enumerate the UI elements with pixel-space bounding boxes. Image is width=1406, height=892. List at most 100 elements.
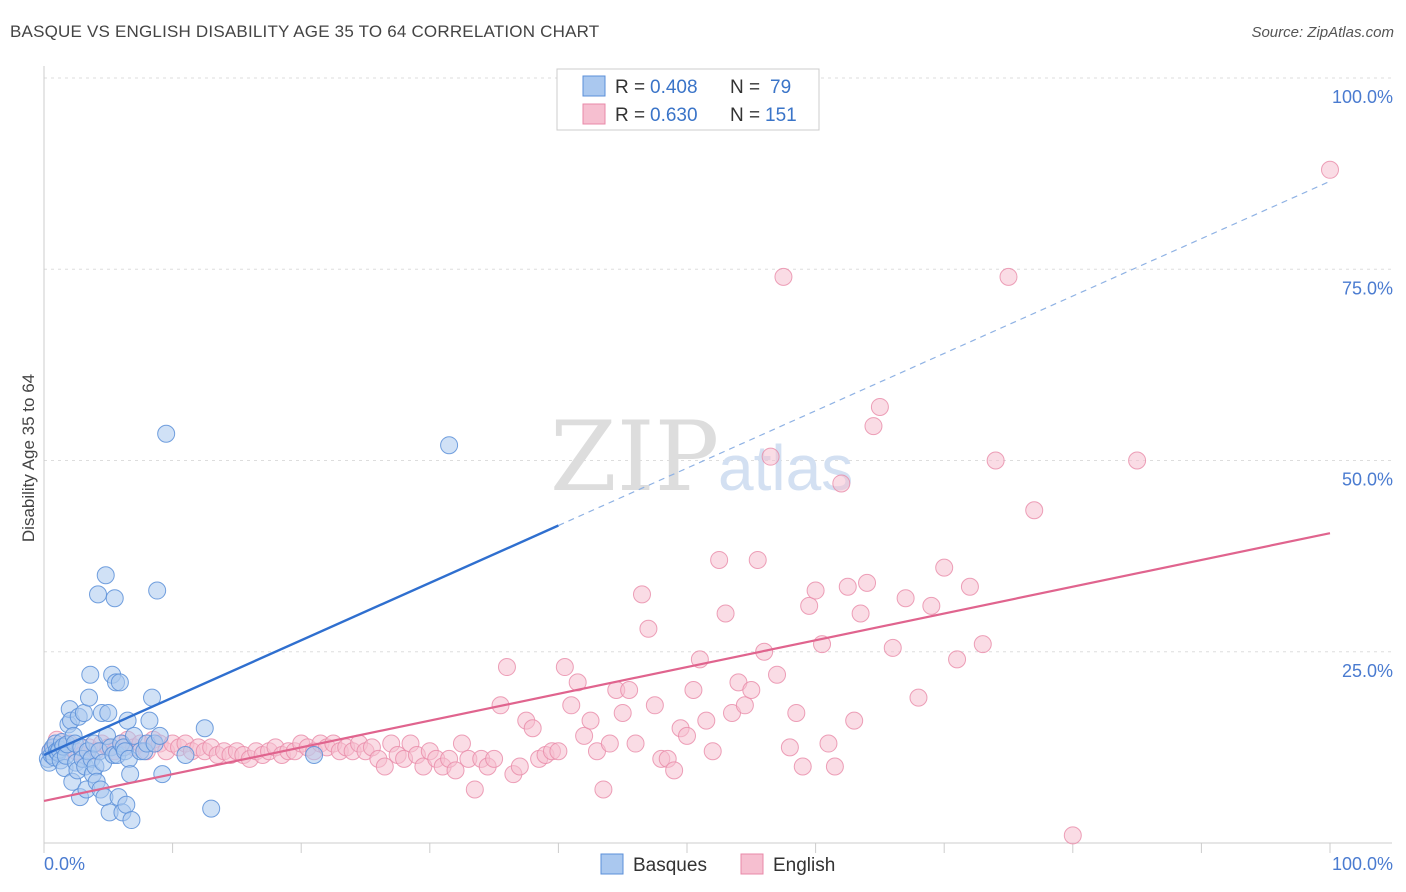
y-tick-labels: 25.0% 50.0% 75.0% 100.0%	[1332, 87, 1393, 681]
english-point	[864, 417, 883, 436]
watermark-zip: ZIP	[550, 401, 719, 513]
english-point	[806, 581, 825, 600]
legend-r-value-2: 0.630	[650, 105, 698, 126]
english-point	[562, 696, 581, 715]
english-point	[523, 719, 542, 738]
english-point	[870, 397, 889, 416]
basques-point	[195, 719, 214, 738]
english-point	[858, 573, 877, 592]
basques-point	[140, 711, 159, 730]
english-point	[452, 734, 471, 753]
english-point	[838, 577, 857, 596]
english-point	[716, 604, 735, 623]
english-point	[697, 711, 716, 730]
english-trend-line	[43, 532, 1331, 803]
english-point	[581, 711, 600, 730]
english-point	[935, 558, 954, 577]
english-point	[626, 734, 645, 753]
bottom-swatch-english	[740, 853, 764, 875]
basques-point	[202, 799, 221, 818]
basques-point	[117, 795, 136, 814]
y-axis-label: Disability Age 35 to 64	[19, 374, 38, 542]
english-point	[896, 589, 915, 608]
y-tick-label: 50.0%	[1342, 470, 1393, 490]
english-point	[645, 696, 664, 715]
english-point	[774, 267, 793, 286]
legend-r-label-2: R =	[615, 105, 645, 126]
english-point	[735, 696, 754, 715]
legend-n-label-1: N =	[730, 77, 760, 98]
axes	[43, 66, 1392, 853]
watermark-atlas: atlas	[718, 432, 853, 504]
english-point	[819, 734, 838, 753]
basques-trend-line	[43, 524, 559, 757]
basques-points	[38, 424, 459, 830]
english-point	[1128, 451, 1147, 470]
y-tick-label: 25.0%	[1342, 661, 1393, 681]
legend-swatch-basques	[582, 75, 606, 97]
basques-point	[176, 746, 195, 765]
english-point	[639, 619, 658, 638]
x-tick-label: 0.0%	[44, 854, 85, 874]
english-point	[665, 761, 684, 780]
x-tick-label: 100.0%	[1332, 854, 1393, 874]
source-credit: Source: ZipAtlas.com	[1251, 24, 1394, 41]
basques-point	[96, 566, 115, 585]
english-point	[780, 738, 799, 757]
watermark: ZIP atlas	[550, 401, 853, 513]
english-point	[632, 585, 651, 604]
x-tick-labels: 0.0% 100.0%	[44, 854, 1393, 874]
legend-n-label-2: N =	[730, 105, 760, 126]
english-point	[497, 658, 516, 677]
english-point	[986, 451, 1005, 470]
english-point	[703, 742, 722, 761]
basques-point	[81, 665, 100, 684]
english-point	[973, 635, 992, 654]
english-point	[1063, 826, 1082, 845]
english-point	[960, 577, 979, 596]
bottom-legend: Basques English	[600, 853, 835, 876]
basques-point	[440, 436, 459, 455]
legend-r-label-1: R =	[615, 77, 645, 98]
legend-box: R = 0.408 N = 79 R = 0.630 N = 151	[556, 68, 820, 131]
legend-n-value-2: 151	[765, 105, 797, 126]
english-point	[883, 638, 902, 657]
english-point	[510, 757, 529, 776]
basques-point	[150, 726, 169, 745]
english-point	[375, 757, 394, 776]
basques-point	[121, 765, 140, 784]
english-point	[710, 550, 729, 569]
english-point	[845, 711, 864, 730]
basques-trend-extension	[558, 180, 1331, 527]
english-point	[575, 726, 594, 745]
basques-point	[74, 703, 93, 722]
english-point	[485, 749, 504, 768]
legend-r-value-1: 0.408	[650, 77, 698, 98]
basques-point	[148, 581, 167, 600]
basques-point	[157, 424, 176, 443]
trend-lines	[43, 180, 1331, 803]
english-point	[600, 734, 619, 753]
legend-n-value-1: 79	[770, 77, 791, 98]
basques-point	[80, 688, 99, 707]
english-point	[1321, 160, 1339, 179]
english-point	[793, 757, 812, 776]
legend-swatch-english	[582, 103, 606, 125]
english-point	[832, 474, 851, 493]
english-point	[909, 688, 928, 707]
english-point	[446, 761, 465, 780]
english-point	[620, 681, 639, 699]
english-point	[678, 726, 696, 745]
basques-point	[305, 746, 324, 765]
english-point	[768, 665, 787, 684]
english-point	[948, 650, 967, 669]
english-point	[613, 703, 632, 722]
y-tick-label: 75.0%	[1342, 278, 1393, 298]
bottom-swatch-basques	[600, 853, 624, 875]
english-point	[922, 596, 941, 615]
basques-point	[110, 673, 129, 692]
chart-title: BASQUE VS ENGLISH DISABILITY AGE 35 TO 6…	[10, 22, 600, 41]
english-point	[684, 681, 703, 699]
basques-point	[89, 585, 108, 604]
